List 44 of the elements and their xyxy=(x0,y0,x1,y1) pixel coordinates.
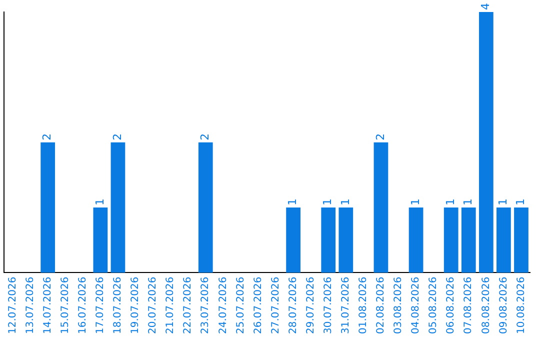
data-label: 2 xyxy=(40,133,54,140)
x-tick-label: 28.07.2026 xyxy=(288,276,299,334)
data-label: 1 xyxy=(286,198,300,206)
x-tick-label: 19.07.2026 xyxy=(130,276,142,334)
x-tick-label: 26.07.2026 xyxy=(252,276,264,334)
x-tick-label: 30.07.2026 xyxy=(322,276,334,334)
x-tick-label: 14.07.2026 xyxy=(42,276,54,334)
data-label: 1 xyxy=(338,198,352,206)
x-tick-label: 20.07.2026 xyxy=(148,276,159,334)
data-label: 1 xyxy=(321,198,334,206)
data-label: 2 xyxy=(110,133,124,140)
x-tick-label: 24.07.2026 xyxy=(218,276,229,334)
data-label: 1 xyxy=(444,198,457,206)
x-tick-label: 10.08.2026 xyxy=(516,276,527,334)
data-label: 2 xyxy=(374,133,387,140)
x-tick-label: 03.08.2026 xyxy=(393,276,404,334)
data-label: 1 xyxy=(496,198,510,206)
x-tick-label: 27.07.2026 xyxy=(270,276,282,334)
x-tick-label: 01.08.2026 xyxy=(358,276,370,334)
data-label: 1 xyxy=(514,198,528,206)
x-tick-label: 13.07.2026 xyxy=(24,276,36,334)
x-tick-label: 21.07.2026 xyxy=(165,276,176,334)
x-tick-label: 25.07.2026 xyxy=(235,276,246,334)
x-tick-label: 31.07.2026 xyxy=(340,276,352,334)
x-tick-label: 12.07.2026 xyxy=(7,276,18,334)
x-tick-label: 15.07.2026 xyxy=(60,276,71,334)
x-tick-label: 08.08.2026 xyxy=(480,276,492,334)
x-tick-label: 23.07.2026 xyxy=(200,276,212,334)
x-tick-label: 04.08.2026 xyxy=(410,276,422,334)
x-tick-label: 17.07.2026 xyxy=(95,276,106,334)
data-label: 4 xyxy=(479,3,492,10)
x-tick-label: 06.08.2026 xyxy=(446,276,457,334)
x-tick-label: 16.07.2026 xyxy=(77,276,88,334)
x-tick-label: 05.08.2026 xyxy=(428,276,440,334)
data-label: 1 xyxy=(408,198,422,206)
x-tick-label: 18.07.2026 xyxy=(112,276,124,334)
x-tick-label: 07.08.2026 xyxy=(463,276,474,334)
x-tick-label: 22.07.2026 xyxy=(182,276,194,334)
x-tick-label: 29.07.2026 xyxy=(305,276,316,334)
x-tick-label: 02.08.2026 xyxy=(376,276,387,334)
data-label: 1 xyxy=(93,198,106,206)
data-label: 2 xyxy=(198,133,212,140)
x-tick-label: 09.08.2026 xyxy=(498,276,510,334)
data-label: 1 xyxy=(461,198,474,206)
